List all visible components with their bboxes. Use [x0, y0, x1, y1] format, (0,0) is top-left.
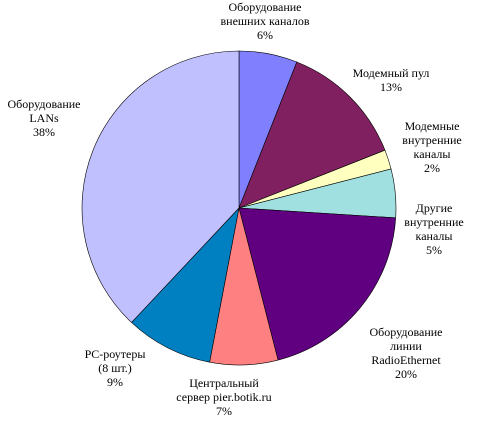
- pie-slice: [238, 207, 397, 361]
- slice-name-line: (8 шт.): [98, 361, 132, 375]
- slice-label: Оборудование внешних каналов 6%: [221, 0, 310, 42]
- slice-value-label: 5%: [426, 243, 442, 257]
- slice-value-label: 9%: [107, 375, 123, 389]
- slice-name-line: LANs: [29, 111, 59, 125]
- slice-value-label: 20%: [395, 367, 417, 381]
- slice-name-line: RadioEthernet: [371, 353, 441, 367]
- slice-name-line: внешних каналов: [221, 14, 310, 28]
- slice-name-line: Другие: [416, 201, 453, 215]
- slice-label: Модемные внутренние каналы 2%: [402, 119, 461, 175]
- slice-value-label: 2%: [424, 161, 440, 175]
- pie-slice: [81, 50, 240, 323]
- slice-name-line: каналы: [414, 147, 451, 161]
- slice-label: Модемный пул 13%: [353, 66, 430, 94]
- pie-slices: [81, 50, 397, 366]
- slice-label: Оборудование линии RadioEthernet 20%: [370, 325, 443, 381]
- pie-labels: Оборудование внешних каналов 6%Модемный пу…: [8, 0, 464, 418]
- slice-name-line: внутренние: [404, 215, 463, 229]
- slice-name-line: Оборудование: [8, 97, 81, 111]
- slice-value-label: 6%: [257, 28, 273, 42]
- slice-value-label: 7%: [216, 404, 232, 418]
- slice-name-line: внутренние: [402, 133, 461, 147]
- slice-name-line: линии: [390, 339, 422, 353]
- slice-name-line: каналы: [416, 229, 453, 243]
- slice-value-label: 38%: [33, 125, 55, 139]
- slice-name-line: Оборудование: [370, 325, 443, 339]
- slice-label: PC-роутеры (8 шт.) 9%: [85, 347, 146, 389]
- pie-slice: [238, 61, 386, 209]
- slice-name-line: Модемный пул: [353, 66, 430, 80]
- slice-value-label: 13%: [380, 80, 402, 94]
- slice-name-line: Модемные: [405, 119, 460, 133]
- slice-name-line: Оборудование: [229, 0, 302, 14]
- slice-label: Другие внутренние каналы 5%: [404, 201, 463, 257]
- slice-name-line: Центральный: [189, 376, 259, 390]
- slice-name-line: сервер pier.botik.ru: [176, 390, 271, 404]
- slice-label: Центральный сервер pier.botik.ru 7%: [176, 376, 271, 418]
- slice-label: Оборудование LANs 38%: [8, 97, 81, 139]
- slice-name-line: PC-роутеры: [85, 347, 146, 361]
- pie-slice: [131, 207, 240, 363]
